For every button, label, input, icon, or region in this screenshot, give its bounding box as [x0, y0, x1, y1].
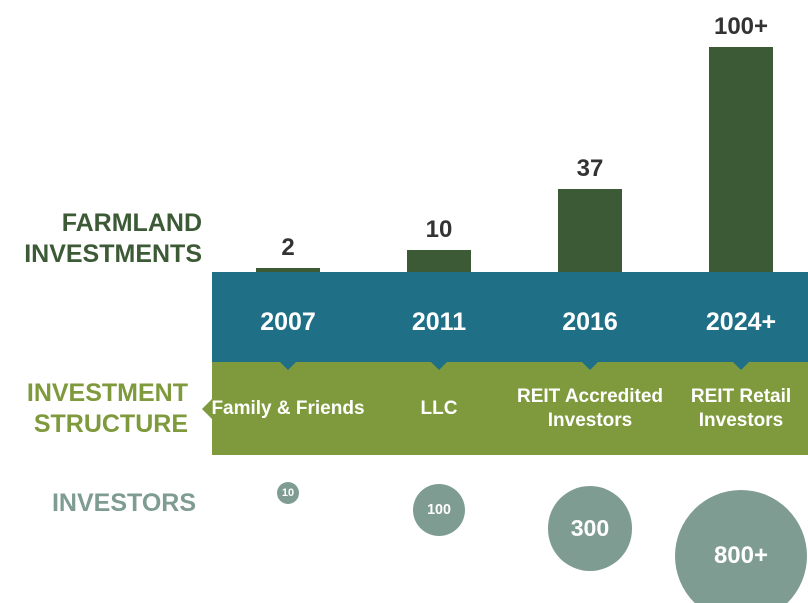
pointer [431, 362, 447, 370]
investor-label: 100 [427, 501, 451, 518]
investor-bubble: 800+ [674, 489, 808, 603]
value-label: 37 [576, 154, 604, 182]
structure-label: LLC [420, 398, 458, 419]
year-band [212, 272, 808, 362]
pointer [280, 362, 296, 370]
investor-bubble: 100 [413, 483, 465, 536]
year-label: 2007 [260, 308, 316, 336]
investor-label: 300 [570, 514, 610, 541]
bar [558, 188, 622, 272]
bar [256, 267, 320, 272]
row-label: FARMLAND INVESTMENTS [24, 209, 202, 268]
structure-band [212, 362, 808, 455]
value-label: 10 [425, 215, 453, 243]
row-label: INVESTORS [51, 489, 196, 517]
pointer [733, 362, 749, 370]
year-label: 2011 [411, 308, 467, 336]
investor-label: 10 [281, 486, 295, 499]
year-label: 2024+ [705, 308, 777, 336]
bar [407, 249, 471, 272]
bar [709, 47, 773, 272]
structure-label: Family & Friends [211, 398, 365, 419]
value-label: 2 [281, 233, 295, 261]
structure-pointer [202, 399, 212, 419]
structure-label: REIT Retail Investors [690, 386, 792, 431]
value-label: 100+ [713, 13, 769, 40]
structure-label: REIT Accredited Investors [516, 386, 664, 431]
investor-label: 800+ [713, 542, 769, 570]
investor-bubble: 300 [547, 486, 633, 571]
investor-bubble: 10 [277, 481, 299, 504]
row-label: INVESTMENT STRUCTURE [26, 379, 188, 438]
year-label: 2016 [562, 308, 618, 336]
pointer [582, 362, 598, 370]
